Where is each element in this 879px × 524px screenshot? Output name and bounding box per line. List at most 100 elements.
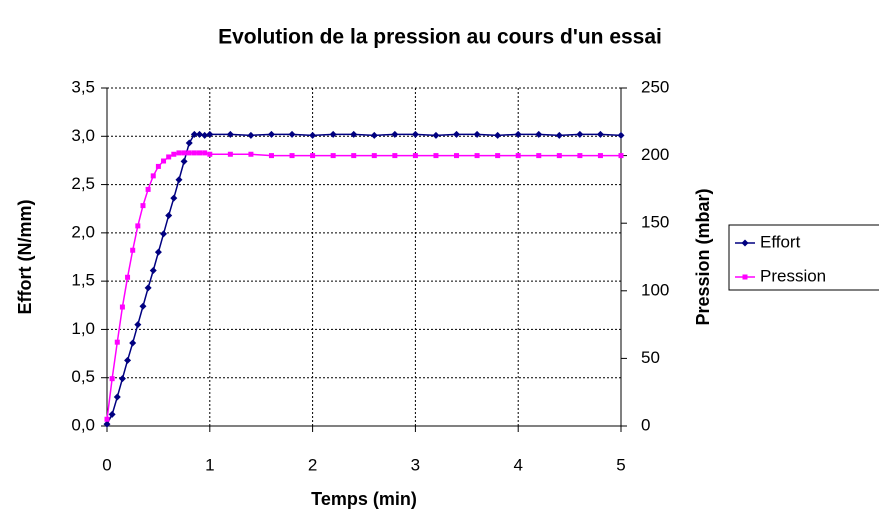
marker [207,151,213,157]
y2-axis-title: Pression (mbar) [693,188,713,325]
legend-label: Effort [760,232,801,251]
marker [370,131,378,139]
marker [180,157,188,165]
marker [124,356,132,364]
marker [108,410,116,418]
y2-tick-label: 50 [641,348,660,367]
x-tick-label: 4 [513,455,522,474]
marker [432,131,440,139]
x-tick-label: 1 [205,455,214,474]
x-tick-label: 3 [411,455,420,474]
marker [197,150,203,156]
marker [166,154,172,160]
marker [576,130,584,138]
marker [330,153,336,159]
marker [329,130,337,138]
marker [130,247,136,253]
marker [454,153,460,159]
marker [139,302,147,310]
y2-tick-label: 100 [641,280,669,299]
marker [474,153,480,159]
y-tick-label: 3,5 [71,77,95,96]
marker [535,130,543,138]
marker [248,151,254,157]
marker [150,173,156,179]
series-line [106,133,622,425]
marker [186,150,192,156]
x-tick-label: 0 [102,455,111,474]
marker [577,153,583,159]
marker [140,203,146,209]
marker [165,211,173,219]
marker [515,153,521,159]
marker [118,375,126,383]
marker [351,153,357,159]
marker [310,153,316,159]
marker [556,153,562,159]
y-tick-label: 1,0 [71,319,95,338]
marker [175,176,183,184]
marker [191,150,197,156]
marker [160,230,168,238]
legend-box [728,224,879,291]
marker [144,284,152,292]
marker [125,274,131,280]
marker [268,153,274,159]
marker [185,139,193,147]
marker [170,194,178,202]
marker [371,153,377,159]
marker [145,186,151,192]
marker [350,130,358,138]
marker [201,131,209,139]
marker [114,339,120,345]
marker [411,130,419,138]
marker [412,153,418,159]
marker [104,416,110,422]
marker [109,376,115,382]
marker [536,153,542,159]
marker [433,153,439,159]
marker [161,158,167,164]
marker [555,131,563,139]
marker [171,151,177,157]
marker [135,223,141,229]
marker [149,267,157,275]
marker [227,151,233,157]
chart-title: Evolution de la pression au cours d'un e… [218,26,662,49]
marker [202,150,208,156]
marker [741,239,749,247]
y-tick-label: 2,0 [71,222,95,241]
marker [473,130,481,138]
y-axis-title: Effort (N/mm) [15,200,35,315]
y-tick-label: 0,0 [71,415,95,434]
x-axis-title: Temps (min) [311,489,417,509]
marker [494,131,502,139]
series-line [106,152,621,420]
marker [196,130,204,138]
x-tick-label: 5 [616,455,625,474]
y-tick-label: 2,5 [71,174,95,193]
marker [514,130,522,138]
marker [596,130,604,138]
marker [134,321,142,329]
marker [289,153,295,159]
y2-tick-label: 250 [641,77,669,96]
y2-tick-label: 150 [641,213,669,232]
marker [103,420,111,428]
y-tick-label: 0,5 [71,367,95,386]
marker [129,339,137,347]
legend-label: Pression [760,266,826,285]
marker [113,393,121,401]
y2-tick-label: 200 [641,145,669,164]
marker [176,150,182,156]
y-tick-label: 1,5 [71,271,95,290]
marker [597,153,603,159]
marker [391,130,399,138]
x-tick-label: 2 [308,455,317,474]
marker [495,153,501,159]
marker [247,131,255,139]
y2-tick-label: 0 [641,415,650,434]
marker [617,131,625,139]
